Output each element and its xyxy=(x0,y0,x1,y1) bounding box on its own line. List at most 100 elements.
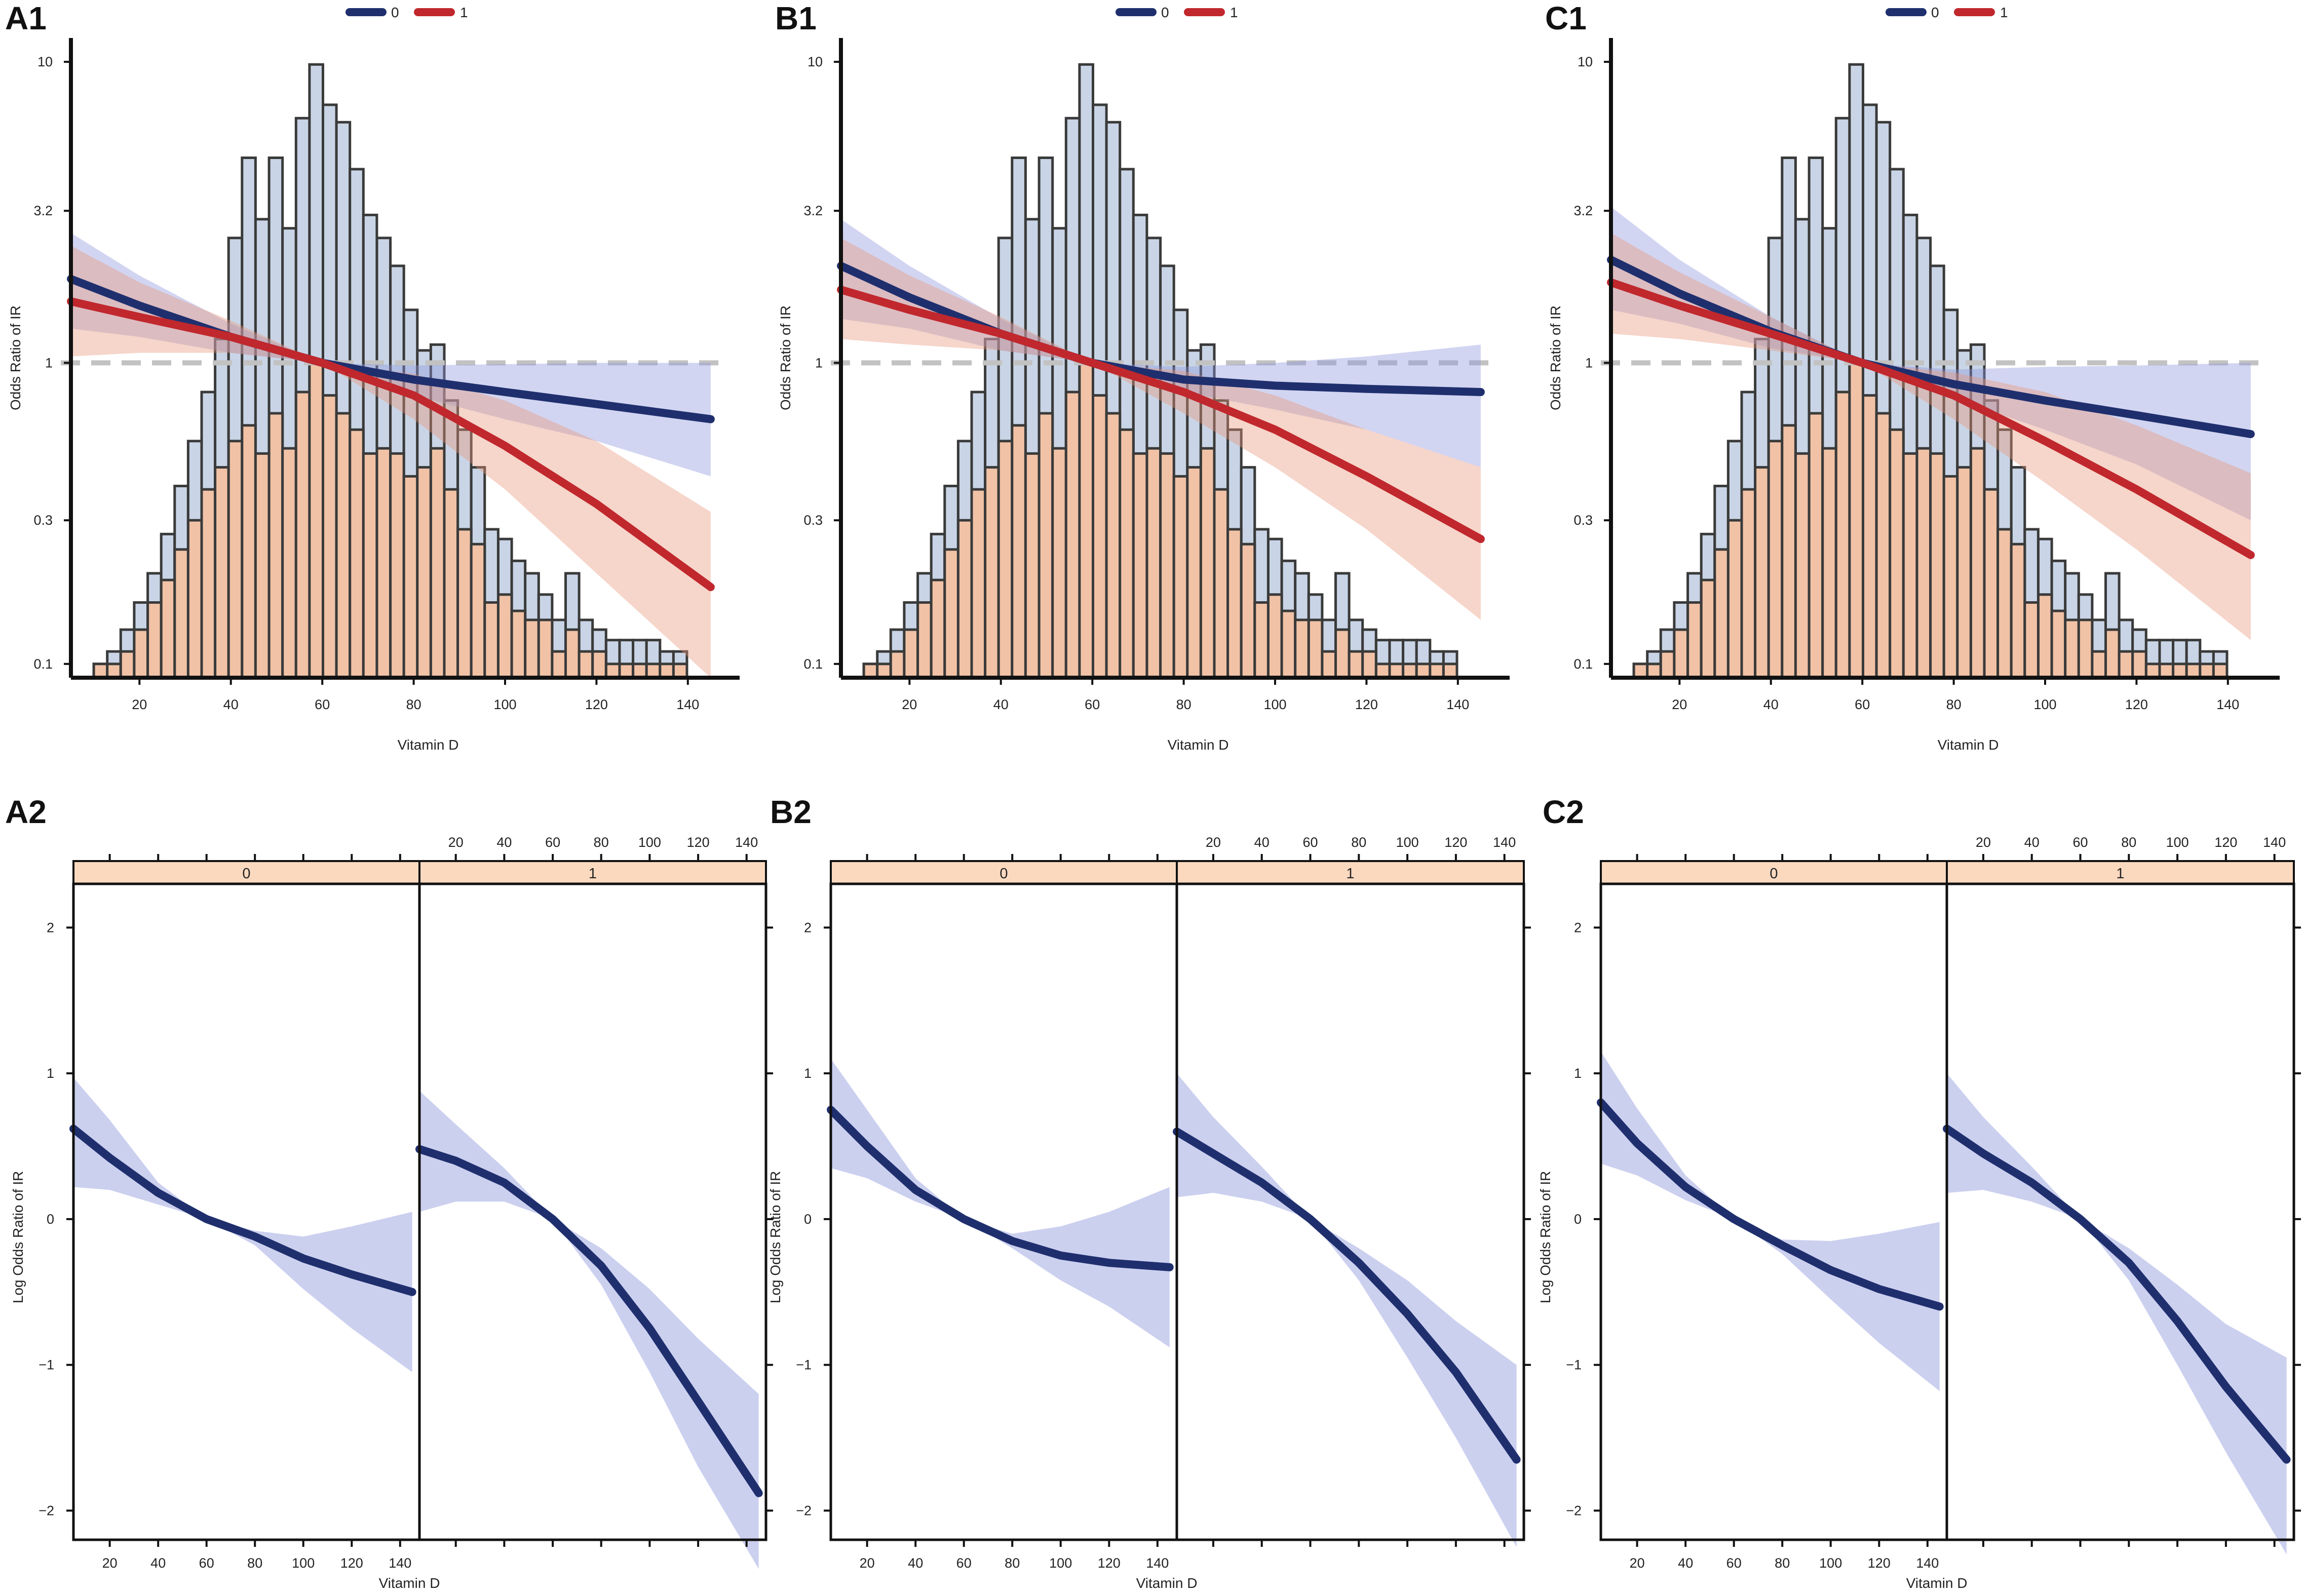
histogram-bar-group1 xyxy=(672,663,688,679)
facet-strip-label: 1 xyxy=(2116,866,2124,882)
histogram-bar-group1 xyxy=(1280,609,1297,679)
y-tick-label: −2 xyxy=(39,1503,54,1518)
x-tick-label-top: 140 xyxy=(1493,835,1516,850)
or-line-group-1 xyxy=(1607,278,2255,559)
histogram-bar-group1 xyxy=(1929,452,1945,679)
x-tick-label: 140 xyxy=(2216,697,2239,712)
histogram-bar-group1 xyxy=(456,528,473,679)
histogram-bar-group1 xyxy=(308,361,325,679)
y-tick-label: −2 xyxy=(796,1503,812,1518)
facet-0: 0 20 40 60 80 100 120 140 xyxy=(827,854,1178,1571)
histogram-bar-group1 xyxy=(254,452,271,679)
histogram-bar-group1 xyxy=(497,593,513,679)
y-tick-label: 1 xyxy=(804,1066,812,1081)
x-tick-label: 140 xyxy=(389,1555,411,1571)
x-tick-label: 60 xyxy=(199,1555,214,1571)
log-or-line xyxy=(827,1106,1174,1271)
histogram-bar-group1 xyxy=(335,412,352,679)
histogram-bar-group1 xyxy=(2144,663,2161,679)
facet-strip xyxy=(1946,860,2295,885)
y-axis-title: Log Odds Ratio of IR xyxy=(767,1171,783,1303)
log-or-line xyxy=(1597,1098,1944,1311)
x-tick-label-top: 60 xyxy=(1302,835,1318,850)
histogram-bar-group1 xyxy=(1442,663,1458,679)
y-axis-title: Log Odds Ratio of IR xyxy=(1538,1171,1553,1303)
histogram-bar-group1 xyxy=(1821,447,1837,679)
x-tick-label-top: 40 xyxy=(1254,835,1270,850)
histogram-bar-group1 xyxy=(659,663,675,679)
y-tick-label: 1 xyxy=(47,1066,54,1081)
panel-label: A2 xyxy=(5,794,47,830)
histogram-bar-group1 xyxy=(1240,542,1256,679)
histogram-bar-group1 xyxy=(2118,650,2134,679)
x-tick-label: 140 xyxy=(1446,697,1469,712)
histogram-bar-group1 xyxy=(1794,452,1811,679)
histogram-bar-group1 xyxy=(214,466,230,679)
x-tick-label: 60 xyxy=(1726,1555,1742,1571)
histogram-bar-group1 xyxy=(1700,578,1716,679)
x-tick-label: 20 xyxy=(860,1555,875,1571)
x-tick-label: 100 xyxy=(493,697,516,712)
histogram-bar-group1 xyxy=(632,663,648,679)
histogram-bar-group1 xyxy=(1781,424,1797,679)
x-tick-label-top: 140 xyxy=(735,835,758,850)
histogram-bar-group1 xyxy=(1294,618,1310,679)
x-tick-label: 40 xyxy=(1763,697,1779,712)
y-tick-label: 0.1 xyxy=(1573,656,1593,672)
legend-label-0: 0 xyxy=(1931,5,1939,20)
y-tick-label: 1 xyxy=(815,355,823,370)
histogram-bar-group1 xyxy=(2185,663,2202,679)
x-axis-title: Vitamin D xyxy=(1168,737,1229,753)
histogram-bar-group1 xyxy=(402,475,419,679)
histogram-bar-group1 xyxy=(186,519,203,679)
y-tick-label: 1 xyxy=(1585,355,1593,370)
x-tick-label-top: 80 xyxy=(594,835,609,850)
histogram-bar-group1 xyxy=(375,447,392,679)
histogram-bar-group1 xyxy=(1875,412,1892,679)
histogram-bar-group1 xyxy=(2077,618,2094,679)
ci-band xyxy=(1947,1073,2287,1554)
x-tick-label-top: 60 xyxy=(2072,835,2088,850)
histogram-bar-group1 xyxy=(1253,601,1270,679)
histogram-bar-group1 xyxy=(1388,663,1405,679)
x-tick-label-top: 100 xyxy=(1396,835,1419,850)
x-tick-label-top: 100 xyxy=(638,835,661,850)
facet-frame xyxy=(1945,882,2295,1541)
x-tick-label: 40 xyxy=(1678,1555,1693,1571)
panel-label: C2 xyxy=(1543,794,1584,830)
y-tick-label: 0.1 xyxy=(803,656,823,672)
facet-frame xyxy=(72,882,421,1541)
histogram-bar-group1 xyxy=(2010,542,2026,679)
x-tick-label: 60 xyxy=(315,697,330,712)
or-line-group-1 xyxy=(67,297,715,592)
histogram-bar-group1 xyxy=(1969,447,1986,679)
histogram-bar-group1 xyxy=(2037,593,2053,679)
histogram-bar-group1 xyxy=(876,663,892,679)
x-tick-label: 100 xyxy=(1819,1555,1842,1571)
histogram-bar-group1 xyxy=(1334,628,1351,679)
histogram-bar-group1 xyxy=(916,601,933,679)
histogram-bar-group1 xyxy=(1862,394,1878,679)
x-tick-label-top: 120 xyxy=(1444,835,1467,850)
y-tick-label: 0 xyxy=(47,1212,54,1227)
or-line-group-0 xyxy=(837,261,1485,396)
histogram-bar-group1 xyxy=(92,663,109,679)
x-tick-label: 100 xyxy=(1263,697,1286,712)
histogram-bar-group1 xyxy=(146,601,163,679)
facet-1: 120 40 60 80 100 120 140 xyxy=(1173,835,1525,1547)
histogram-bar-group1 xyxy=(1092,394,1108,679)
histogram-bar-group1 xyxy=(1646,663,1662,679)
histogram-bar-group1 xyxy=(524,618,540,679)
histogram-bar-group1 xyxy=(551,650,567,679)
y-tick-label: 2 xyxy=(47,920,54,935)
y-tick-label: 10 xyxy=(808,54,823,69)
x-tick-label-top: 40 xyxy=(496,835,512,850)
histogram-bar-group1 xyxy=(1402,663,1418,679)
x-axis-title: Vitamin D xyxy=(1938,737,1999,753)
x-tick-label: 80 xyxy=(1176,697,1192,712)
x-axis-title: Vitamin D xyxy=(379,1575,440,1591)
histogram-bar-group1 xyxy=(930,578,946,679)
